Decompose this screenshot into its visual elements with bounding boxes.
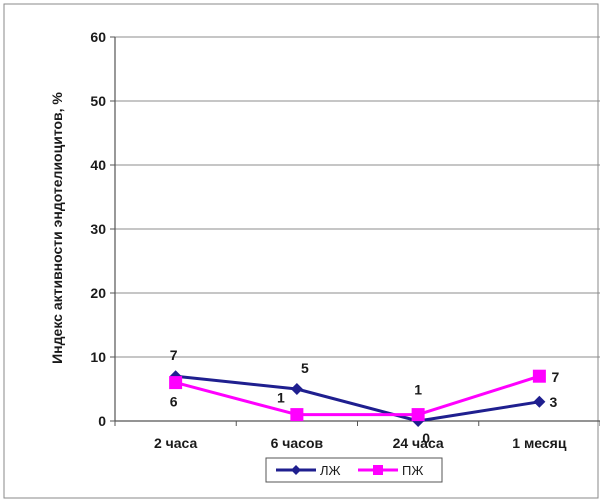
data-point (533, 395, 546, 408)
data-point (411, 408, 425, 422)
legend-label: ЛЖ (320, 463, 341, 478)
y-tick-label: 50 (90, 93, 106, 109)
data-label: 7 (170, 347, 178, 363)
y-tick-label: 0 (98, 413, 106, 429)
data-label: 0 (422, 430, 430, 446)
grid-lines (115, 36, 600, 358)
legend-item: ЛЖ (276, 463, 341, 478)
series-line-lzh (175, 374, 540, 423)
data-point (169, 376, 183, 390)
y-tick-label: 10 (90, 349, 106, 365)
x-tick-label: 2 часа (154, 435, 198, 451)
legend-label: ПЖ (402, 463, 423, 478)
y-tick-label: 30 (90, 221, 106, 237)
square-icon (373, 465, 383, 475)
series (169, 369, 546, 427)
series-line-pzh (175, 374, 540, 417)
data-label: 5 (301, 360, 309, 376)
data-point (532, 369, 546, 383)
y-tick-label: 60 (90, 29, 106, 45)
data-label: 1 (277, 390, 285, 406)
diamond-icon (291, 465, 301, 475)
data-label: 1 (414, 382, 422, 398)
x-tick-label: 6 часов (271, 435, 324, 451)
legend: ЛЖ ПЖ (265, 457, 443, 483)
x-tick-label: 24 часа (393, 435, 444, 451)
x-tick-labels: 2 часа 6 часов 24 часа 1 месяц (154, 435, 567, 451)
data-point (290, 408, 304, 422)
axes (110, 36, 600, 426)
data-point (290, 383, 303, 395)
data-labels: 7 5 0 3 6 1 1 7 (170, 347, 560, 446)
chart-border (3, 3, 599, 499)
data-label: 6 (170, 394, 178, 410)
data-label: 3 (549, 394, 557, 410)
x-tick-label: 1 месяц (512, 435, 567, 451)
legend-item: ПЖ (358, 463, 423, 478)
y-tick-labels: 0 10 20 30 40 50 60 (90, 29, 106, 429)
y-tick-label: 20 (90, 285, 106, 301)
data-label: 7 (551, 369, 559, 385)
y-tick-label: 40 (90, 157, 106, 173)
y-axis-title: Индекс активности эндотелиоцитов, % (49, 92, 65, 364)
